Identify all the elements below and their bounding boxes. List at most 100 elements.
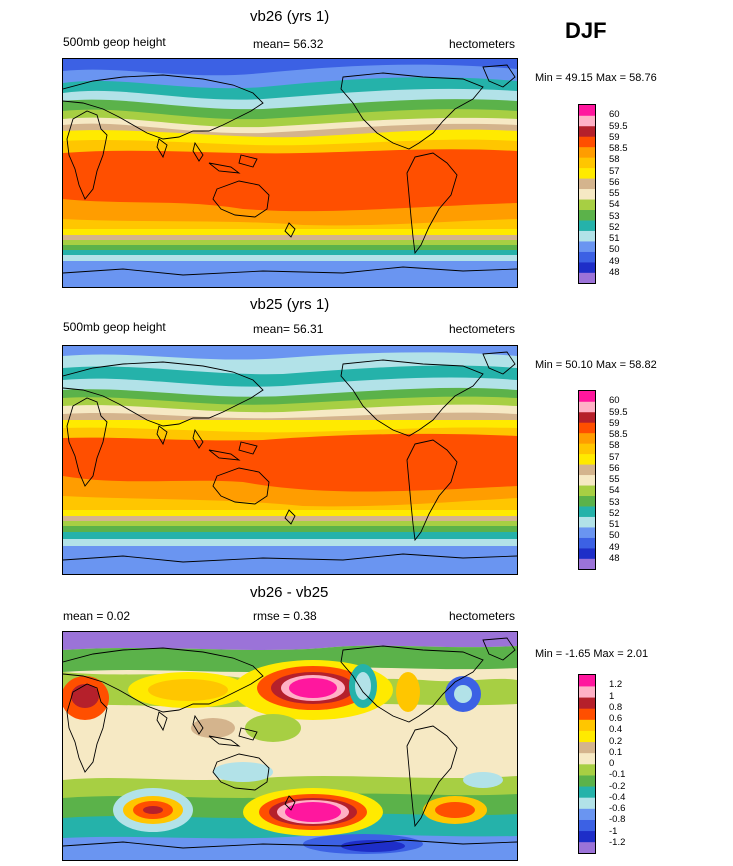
- panel3-units: hectometers: [449, 609, 516, 623]
- colorbar-swatch: [579, 708, 595, 720]
- panel3-field: [63, 632, 517, 860]
- colorbar-level-label: 59.5: [609, 406, 628, 418]
- coastline: [156, 425, 168, 446]
- colorbar-level-label: 53: [609, 496, 620, 508]
- panel1-subtitle: 500mb geop height: [63, 35, 166, 49]
- panel2-minmax: Min = 50.10 Max = 58.82: [535, 359, 657, 371]
- coastline: [66, 683, 108, 773]
- coastline: [212, 467, 270, 505]
- colorbar-swatch: [579, 537, 595, 549]
- panel3-coastlines: [63, 637, 517, 849]
- panel1-coastlines: [63, 64, 517, 276]
- colorbar-swatch: [579, 146, 595, 158]
- colorbar-level-label: 48: [609, 266, 620, 278]
- panel2-units: hectometers: [449, 322, 516, 336]
- colorbar-level-label: 0.2: [609, 735, 623, 747]
- coastline: [63, 361, 264, 427]
- colorbar-level-label: -0.2: [609, 780, 626, 792]
- colorbar-swatch: [579, 797, 595, 809]
- panel2-field: [63, 346, 517, 574]
- colorbar-swatch: [579, 157, 595, 169]
- panel3-rmse: rmse = 0.38: [253, 609, 317, 623]
- coastline: [482, 637, 516, 661]
- colorbar-swatch: [579, 178, 595, 190]
- colorbar-swatch: [579, 464, 595, 476]
- coastline: [284, 222, 296, 238]
- colorbar-swatch: [579, 686, 595, 698]
- colorbar-swatch: [579, 719, 595, 731]
- coastline: [192, 428, 258, 461]
- coastline: [482, 64, 516, 88]
- colorbar-swatch: [579, 262, 595, 273]
- colorbar-level-label: 58: [609, 440, 620, 452]
- colorbar-level-label: -1: [609, 825, 618, 837]
- colorbar-swatch: [579, 506, 595, 517]
- colorbar-swatch: [579, 775, 595, 787]
- colorbar-level-label: 55: [609, 474, 620, 485]
- colorbar-swatch: [579, 391, 595, 402]
- colorbar-swatch: [579, 125, 595, 137]
- colorbar-swatch: [579, 558, 595, 569]
- colorbar-level-label: 52: [609, 507, 620, 519]
- colorbar-swatch: [579, 675, 595, 687]
- colorbar-swatch: [579, 548, 595, 559]
- colorbar-level-label: 58: [609, 154, 620, 166]
- colorbar-swatch: [579, 485, 595, 497]
- colorbar-swatch: [579, 474, 595, 486]
- panel2-map: [62, 345, 518, 575]
- colorbar-level-label: -0.1: [609, 769, 626, 781]
- colorbar-level-label: 56: [609, 176, 620, 188]
- coastline: [340, 359, 484, 437]
- colorbar-swatch: [579, 786, 595, 798]
- colorbar-swatch: [579, 105, 595, 116]
- panel1-field: [63, 59, 517, 287]
- colorbar-level-label: 0.6: [609, 713, 623, 724]
- colorbar-swatch: [579, 819, 595, 832]
- panel1-units: hectometers: [449, 37, 516, 51]
- colorbar-level-label: 56: [609, 462, 620, 474]
- colorbar-level-label: 0.4: [609, 724, 623, 736]
- colorbar-swatch: [579, 422, 595, 434]
- coastline: [63, 647, 264, 713]
- panel1-title: vb26 (yrs 1): [250, 8, 330, 25]
- colorbar-level-label: -0.4: [609, 791, 626, 803]
- colorbar-swatch: [579, 453, 595, 465]
- coastline: [212, 753, 270, 791]
- colorbar-swatch: [579, 115, 595, 127]
- colorbar-level-label: 52: [609, 221, 620, 233]
- panel1-minmax: Min = 49.15 Max = 58.76: [535, 72, 657, 84]
- colorbar-swatch: [579, 764, 595, 776]
- colorbar-swatch: [579, 251, 595, 263]
- colorbar-swatch: [579, 432, 595, 444]
- colorbar-level-label: 60: [609, 109, 620, 121]
- colorbar-swatch: [579, 495, 595, 507]
- colorbar-swatch: [579, 272, 595, 283]
- colorbar-swatch: [579, 220, 595, 231]
- coastline: [406, 725, 458, 828]
- coastline: [192, 714, 258, 747]
- coastline: [66, 397, 108, 487]
- colorbar-level-label: -0.6: [609, 803, 626, 814]
- colorbar-level-label: 59: [609, 417, 620, 429]
- colorbar-level-label: 60: [609, 395, 620, 407]
- coastline: [156, 711, 168, 732]
- colorbar-swatch: [579, 752, 595, 765]
- coastline: [63, 266, 517, 276]
- panel2-mean: mean= 56.31: [253, 322, 324, 336]
- coastline: [192, 141, 258, 174]
- colorbar-level-label: 57: [609, 165, 620, 177]
- panel1-mean: mean= 56.32: [253, 37, 324, 51]
- panel1-colorbar: [578, 104, 596, 284]
- colorbar-level-label: 1: [609, 690, 615, 702]
- colorbar-swatch: [579, 230, 595, 242]
- colorbar-level-label: 48: [609, 552, 620, 564]
- colorbar-level-label: 54: [609, 199, 620, 211]
- season-label: DJF: [565, 18, 607, 43]
- coastline: [63, 74, 264, 140]
- colorbar-swatch: [579, 808, 595, 820]
- colorbar-level-label: 50: [609, 244, 620, 256]
- colorbar-level-label: 57: [609, 451, 620, 463]
- panel3-colorbar: [578, 674, 596, 854]
- colorbar-level-label: 55: [609, 188, 620, 199]
- colorbar-swatch: [579, 188, 595, 200]
